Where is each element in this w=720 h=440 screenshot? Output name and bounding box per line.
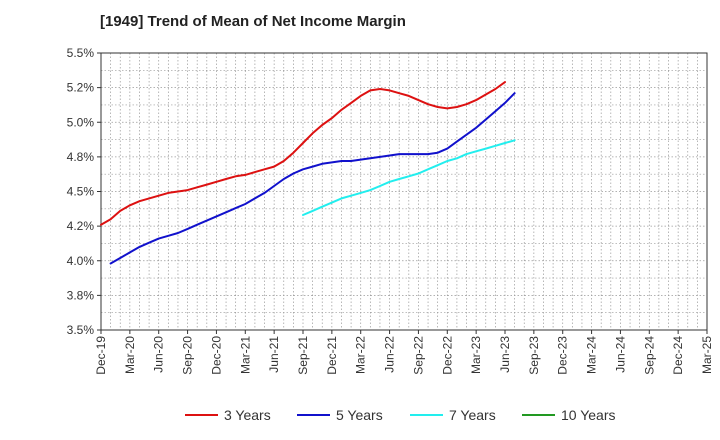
series-layer: [100, 81, 516, 265]
legend: 3 Years 5 Years 7 Years 10 Years: [185, 407, 616, 423]
legend-label-5-years: 5 Years: [336, 407, 383, 423]
axis-layer: 3.5% 3.8% 4.0% 4.2% 4.5% 4.8% 5.0% 5.2% 5.5% Dec-…: [67, 46, 714, 375]
y-tick-label: 4.0%: [67, 254, 95, 268]
legend-label-7-years: 7 Years: [449, 407, 496, 423]
x-tick-label: Mar-23: [469, 336, 483, 374]
x-tick-label: Jun-20: [152, 336, 166, 373]
y-tick-label: 5.2%: [67, 81, 95, 95]
y-tick-label: 3.8%: [67, 288, 95, 302]
series-line-7-years: [302, 139, 516, 216]
chart-title: [1949] Trend of Mean of Net Income Margi…: [100, 13, 406, 30]
x-tick-label: Mar-24: [585, 336, 599, 374]
x-tick-label: Mar-22: [354, 336, 368, 374]
x-tick-label: Jun-21: [267, 336, 281, 373]
x-tick-label: Mar-25: [700, 336, 714, 374]
y-tick-label: 5.5%: [67, 46, 95, 60]
legend-label-3-years: 3 Years: [224, 407, 271, 423]
x-tick-label: Dec-23: [556, 336, 570, 375]
y-tick-label: 4.8%: [67, 150, 95, 164]
series-line-5-years: [109, 92, 516, 265]
series-line-3-years: [100, 81, 506, 226]
x-tick-label: Dec-21: [325, 336, 339, 375]
x-tick-label: Sep-22: [411, 336, 425, 375]
x-tick-label: Mar-21: [238, 336, 252, 374]
x-tick-label: Dec-24: [671, 336, 685, 375]
y-tick-label: 5.0%: [67, 115, 95, 129]
x-tick-label: Dec-22: [440, 336, 454, 375]
y-tick-label: 4.2%: [67, 219, 95, 233]
x-tick-label: Sep-24: [642, 336, 656, 375]
y-tick-label: 4.5%: [67, 185, 95, 199]
legend-label-10-years: 10 Years: [561, 407, 616, 423]
x-tick-label: Jun-23: [498, 336, 512, 373]
x-tick-label: Mar-20: [123, 336, 137, 374]
y-tick-label: 3.5%: [67, 323, 95, 337]
x-tick-label: Sep-20: [181, 336, 195, 375]
x-tick-label: Dec-20: [209, 336, 223, 375]
x-tick-label: Jun-22: [383, 336, 397, 373]
x-tick-label: Sep-23: [527, 336, 541, 375]
x-tick-label: Dec-19: [94, 336, 108, 375]
x-tick-label: Jun-24: [613, 336, 627, 373]
x-tick-label: Sep-21: [296, 336, 310, 375]
